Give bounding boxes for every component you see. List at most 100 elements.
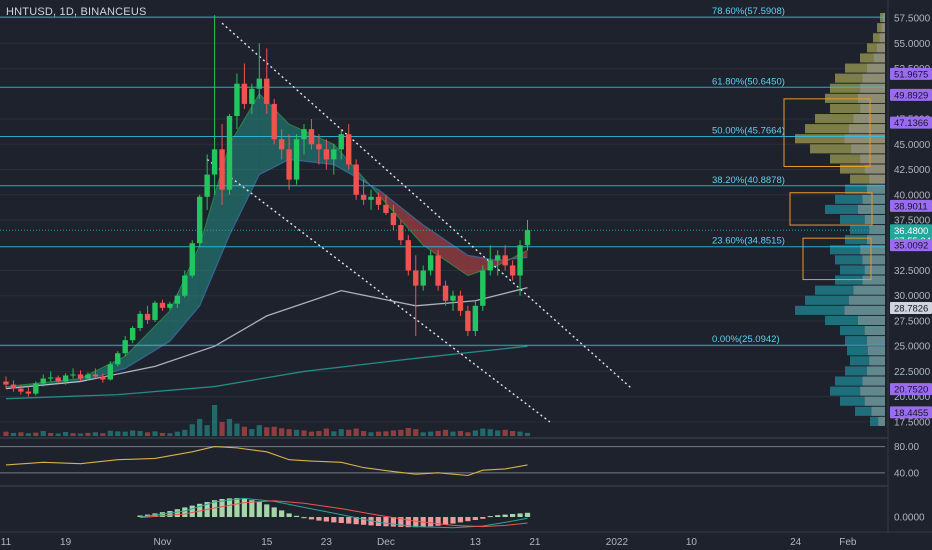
volume-profile-bar <box>850 356 885 366</box>
macd-histogram-bar <box>249 500 255 517</box>
volume-profile-bar <box>830 83 885 93</box>
volume-profile-bar-inner <box>876 43 885 53</box>
rsi-tick-label: 40.00 <box>894 468 919 479</box>
macd-histogram-bar <box>450 517 456 524</box>
candlesticks[interactable] <box>3 15 531 397</box>
volume-profile-bar <box>795 305 885 315</box>
volume-bar <box>405 427 411 436</box>
fibonacci-levels[interactable]: 78.60%(57.5908) 61.80%(50.6450) 50.00%(45.… <box>0 6 885 346</box>
macd-histogram-bar <box>323 517 329 522</box>
volume-bar <box>182 429 188 436</box>
ema-ribbon-segment <box>229 93 260 236</box>
candle-body <box>129 328 136 341</box>
trend-channel[interactable] <box>206 22 633 423</box>
macd-histogram-bar <box>361 517 367 525</box>
volume-bar <box>115 431 121 436</box>
volume-bar <box>167 433 173 436</box>
macd-histogram-bar <box>241 499 247 517</box>
macd-histogram-bar <box>256 502 262 517</box>
candle-body <box>10 384 17 389</box>
price-tag-bg <box>890 383 932 396</box>
macd-histogram-bar <box>174 509 180 517</box>
macd-histogram-bar <box>405 517 411 528</box>
volume-profile-bar-inner <box>867 366 885 376</box>
volume-bar <box>510 431 516 436</box>
macd-histogram-bar <box>301 517 307 519</box>
macd-histogram-bar <box>375 517 382 526</box>
candle-body <box>107 364 113 380</box>
macd-histogram-bar <box>465 517 471 522</box>
candle-body <box>278 139 285 150</box>
fib-level-label: 38.20%(40.8878) <box>712 175 785 186</box>
volume-profile-bar <box>835 194 885 204</box>
candle-body <box>457 295 464 311</box>
volume-bar <box>517 431 523 436</box>
volume-profile-bar <box>867 43 885 53</box>
volume-profile-bar-inner <box>862 275 885 285</box>
price-tick-label: 20.0000 <box>894 392 931 403</box>
candle-body <box>398 225 404 241</box>
time-tick-label: 10 <box>686 537 698 548</box>
volume-bar <box>189 424 195 436</box>
candle-body <box>368 196 374 200</box>
volume-bar <box>457 431 464 436</box>
volume-profile-bar-inner <box>871 406 885 416</box>
time-tick-label: 11 <box>1 537 12 548</box>
volume-bar <box>271 426 277 436</box>
volume-bar <box>264 427 270 436</box>
volume-bar <box>338 429 344 436</box>
macd-histogram-bar <box>293 515 300 517</box>
volume-profile-bar-inner <box>864 326 885 336</box>
macd-histogram-bar <box>159 512 166 517</box>
price-tick-label: 22.5000 <box>894 367 931 378</box>
candle-body <box>338 134 344 150</box>
volume-bar <box>10 432 17 436</box>
time-axis[interactable]: 11 19 Nov 15 23 Dec 13 21 2022 10 24 Feb <box>0 531 932 548</box>
candle-body <box>331 149 337 160</box>
candle-body <box>62 375 69 382</box>
candle-body <box>115 353 121 365</box>
volume-bar <box>219 422 225 436</box>
macd-histogram-bar <box>167 511 173 517</box>
volume-profile-bar <box>840 214 885 225</box>
volume-profile-bar-inner <box>862 194 885 204</box>
price-tag-label: 35.0092 <box>894 241 928 252</box>
price-tag-label: 36.4800 <box>894 226 928 237</box>
volume-profile-bar-inner <box>867 336 885 346</box>
price-tick-label: 27.5000 <box>894 316 931 327</box>
candle-body <box>420 270 426 286</box>
volume-profile-bar <box>845 184 885 194</box>
volume-profile-bar <box>845 336 885 346</box>
volume-profile-bar <box>840 396 885 406</box>
symbol-title[interactable]: HNTUSD, 1D, BINANCEUS <box>6 6 147 18</box>
candle-body <box>517 245 523 276</box>
volume-profile-bar <box>805 295 885 305</box>
channel-trendline <box>221 22 633 390</box>
rsi-pane[interactable]: 80.00 40.00 <box>0 442 919 479</box>
macd-histogram-bar <box>338 517 344 523</box>
candle-body <box>25 391 32 394</box>
macd-pane[interactable]: 0.0000 <box>137 497 926 529</box>
volume-profile-bar <box>830 103 885 113</box>
candle-body <box>353 164 359 195</box>
time-tick-label: 19 <box>60 537 72 548</box>
volume-bar <box>480 428 486 436</box>
time-tick-label: 15 <box>261 537 273 548</box>
volume-profile-bar <box>815 114 885 124</box>
volume-bar <box>450 431 456 436</box>
volume-bar <box>308 431 315 436</box>
price-tag-label: 28.7826 <box>894 304 928 315</box>
price-tag-bg <box>890 116 932 129</box>
volume-profile-bar <box>850 174 885 184</box>
price-tick-label: 30.0000 <box>894 291 931 302</box>
volume-bar <box>107 430 113 436</box>
volume-profile-bar-inner <box>873 53 885 63</box>
macd-histogram-bar <box>234 498 240 517</box>
volume-profile-bar-inner <box>869 174 885 184</box>
macd-histogram-bar <box>279 510 285 517</box>
volume-profile-bar <box>835 275 885 285</box>
volume-profile-bar-inner <box>858 315 885 325</box>
price-tick-label: 40.0000 <box>894 190 931 201</box>
